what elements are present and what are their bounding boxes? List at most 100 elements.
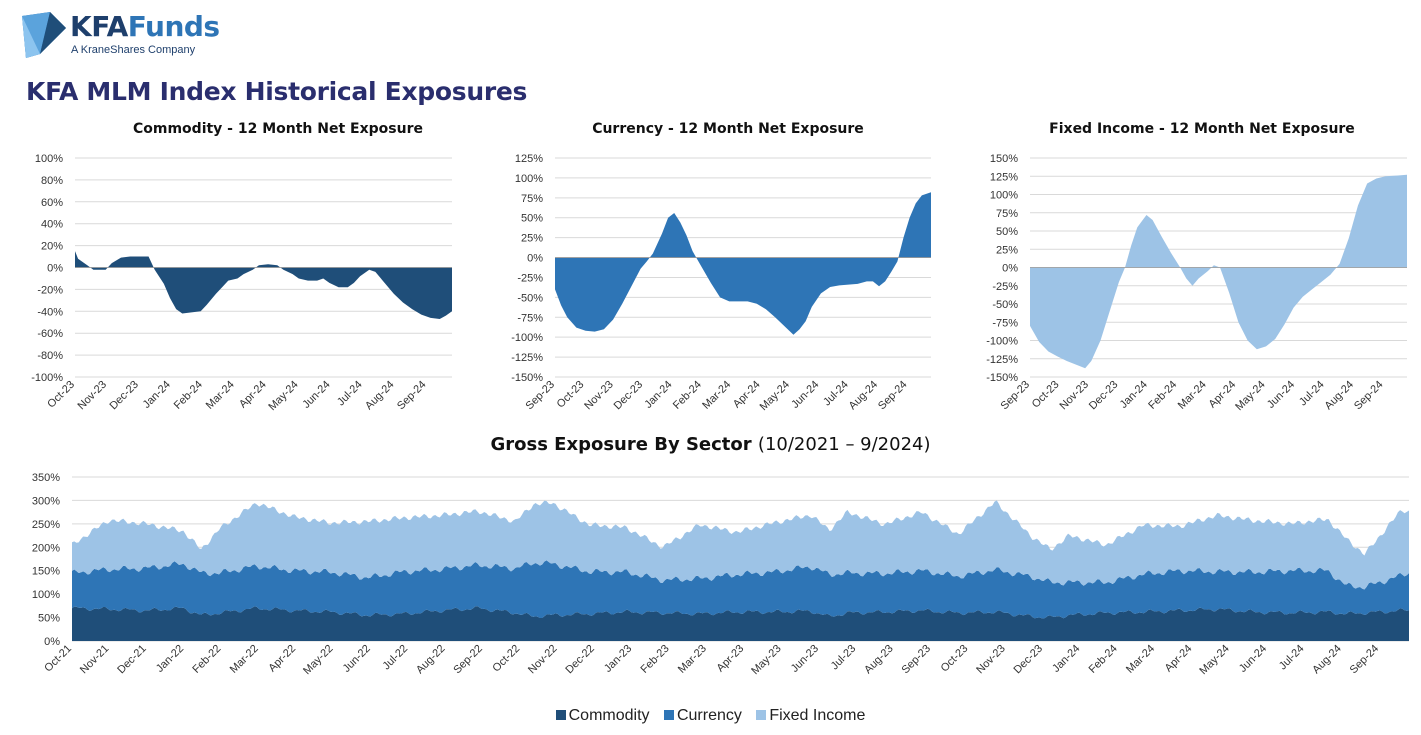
currency-area-series [555, 192, 931, 335]
legend-item-currency: Currency [663, 707, 742, 725]
y-tick-label: -150% [986, 372, 1018, 384]
x-tick-label: Nov-22 [526, 643, 560, 677]
legend-label-fixed-income: Fixed Income [769, 707, 866, 724]
y-tick-label: -80% [37, 350, 63, 362]
y-tick-label: 0% [1002, 263, 1018, 275]
x-tick-label: Oct-23 [939, 643, 971, 675]
x-tick-label: Dec-23 [1012, 643, 1046, 677]
x-tick-label: Apr-24 [1163, 643, 1195, 675]
y-tick-label: 125% [990, 171, 1018, 183]
y-tick-label: 75% [521, 193, 543, 205]
x-tick-label: Jul-23 [829, 643, 859, 673]
y-tick-label: 0% [47, 263, 63, 275]
logo-funds: Funds [127, 10, 220, 43]
x-tick-label: May-24 [1197, 643, 1231, 677]
y-tick-label: 25% [521, 233, 543, 245]
x-tick-label: Jan-24 [1050, 643, 1082, 675]
x-tick-label: Sep-24 [1348, 643, 1382, 677]
x-tick-label: Mar-22 [228, 643, 261, 676]
gross-chart-subtitle: (10/2021 – 9/2024) [757, 434, 931, 455]
x-tick-label: Aug-22 [414, 643, 448, 677]
currency-net-exposure-chart: 125% 100% 75% 50% 25% 0% -25% -50% -75% -100% -125… [511, 153, 931, 413]
x-tick-label: Dec-21 [115, 643, 149, 677]
x-tick-label: Feb-24 [1087, 643, 1120, 676]
y-tick-label: 150% [32, 566, 60, 578]
y-tick-label: -60% [37, 328, 63, 340]
legend-item-commodity: Commodity [555, 707, 650, 725]
gross-chart-title: Gross Exposure By Sector (10/2021 – 9/20… [0, 434, 1421, 455]
y-tick-label: -40% [37, 306, 63, 318]
y-tick-label: -50% [992, 299, 1018, 311]
fixed_income-area-series [1030, 174, 1407, 369]
legend-swatch-fixed-income [756, 710, 767, 720]
legend-label-commodity: Commodity [568, 707, 650, 724]
y-tick-label: -100% [511, 332, 543, 344]
x-tick-label: May-22 [301, 643, 335, 677]
gross-area-currency [72, 560, 1409, 619]
y-tick-label: 250% [32, 519, 60, 531]
logo-wordmark: KFAFunds [70, 10, 220, 44]
gross-exposure-chart: 350%300%250%200%150%100%50%0%Oct-21 Nov-2… [32, 472, 1409, 677]
y-tick-label: -75% [517, 312, 543, 324]
logo-kfa: KFA [70, 10, 128, 43]
x-tick-label: Mar-23 [676, 643, 709, 676]
y-tick-label: 350% [32, 472, 60, 484]
y-tick-label: 60% [41, 197, 63, 209]
y-tick-label: 100% [990, 190, 1018, 202]
x-tick-label: Jun-24 [1237, 643, 1269, 675]
commodity-chart-title: Commodity - 12 Month Net Exposure [132, 121, 423, 137]
x-tick-label: Apr-23 [715, 643, 747, 675]
y-tick-label: 300% [32, 495, 60, 507]
x-tick-label: Mar-24 [1124, 643, 1157, 676]
y-tick-label: 80% [41, 175, 63, 187]
y-tick-label: 0% [527, 253, 543, 265]
y-tick-label: 25% [996, 244, 1018, 256]
fixed-income-chart-title: Fixed Income - 12 Month Net Exposure [1049, 121, 1355, 137]
x-tick-label: Nov-23 [974, 643, 1008, 677]
x-tick-label: Feb-23 [639, 643, 672, 676]
legend-label-currency: Currency [676, 707, 742, 724]
x-tick-label: Jun-22 [341, 643, 373, 675]
x-tick-label: Aug-23 [862, 643, 896, 677]
y-tick-label: -125% [986, 354, 1018, 366]
x-tick-label: Dec-22 [563, 643, 597, 677]
page-title: KFA MLM Index Historical Exposures [26, 77, 528, 106]
commodity-area-series [75, 251, 452, 319]
x-tick-label: Aug-24 [1310, 643, 1344, 677]
x-tick-label: Sep-22 [451, 643, 485, 677]
x-tick-label: Jan-23 [602, 643, 634, 675]
y-tick-label: 100% [515, 173, 543, 185]
x-tick-label: Apr-22 [266, 643, 298, 675]
y-tick-label: -150% [511, 372, 543, 384]
x-tick-label: Jan-22 [154, 643, 186, 675]
logo-tagline: A KraneShares Company [71, 44, 196, 56]
x-tick-label: Oct-22 [490, 643, 522, 675]
y-tick-label: 150% [990, 153, 1018, 165]
legend-swatch-currency [663, 710, 674, 720]
y-tick-label: -125% [511, 352, 543, 364]
y-tick-label: -75% [992, 317, 1018, 329]
y-tick-label: 0% [44, 636, 60, 648]
y-tick-label: -25% [992, 281, 1018, 293]
gross-chart-title-main: Gross Exposure By Sector [490, 434, 752, 455]
x-tick-label: May-23 [749, 643, 783, 677]
y-tick-label: 100% [35, 153, 63, 165]
y-tick-label: -50% [517, 292, 543, 304]
legend-swatch-commodity [555, 710, 566, 720]
x-tick-label: Jul-22 [381, 643, 411, 673]
x-tick-label: Sep-23 [900, 643, 934, 677]
y-tick-label: 40% [41, 219, 63, 231]
brand-logo: KFAFunds A KraneShares Company [20, 10, 220, 62]
y-tick-label: -25% [517, 272, 543, 284]
y-tick-label: 50% [521, 213, 543, 225]
x-tick-label: Jul-24 [1277, 643, 1307, 673]
y-tick-label: 125% [515, 153, 543, 165]
gross-chart-legend: Commodity Currency Fixed Income [0, 707, 1421, 725]
legend-item-fixed-income: Fixed Income [756, 707, 865, 725]
fixed-income-net-exposure-chart: 150% 125% 100% 75% 50% 25% 0% -25% -50% -75% -100%… [986, 153, 1407, 413]
y-tick-label: 75% [996, 208, 1018, 220]
gross-area-commodity [72, 606, 1409, 641]
y-tick-label: 200% [32, 542, 60, 554]
x-tick-label: Jun-23 [789, 643, 821, 675]
y-tick-label: -20% [37, 284, 63, 296]
